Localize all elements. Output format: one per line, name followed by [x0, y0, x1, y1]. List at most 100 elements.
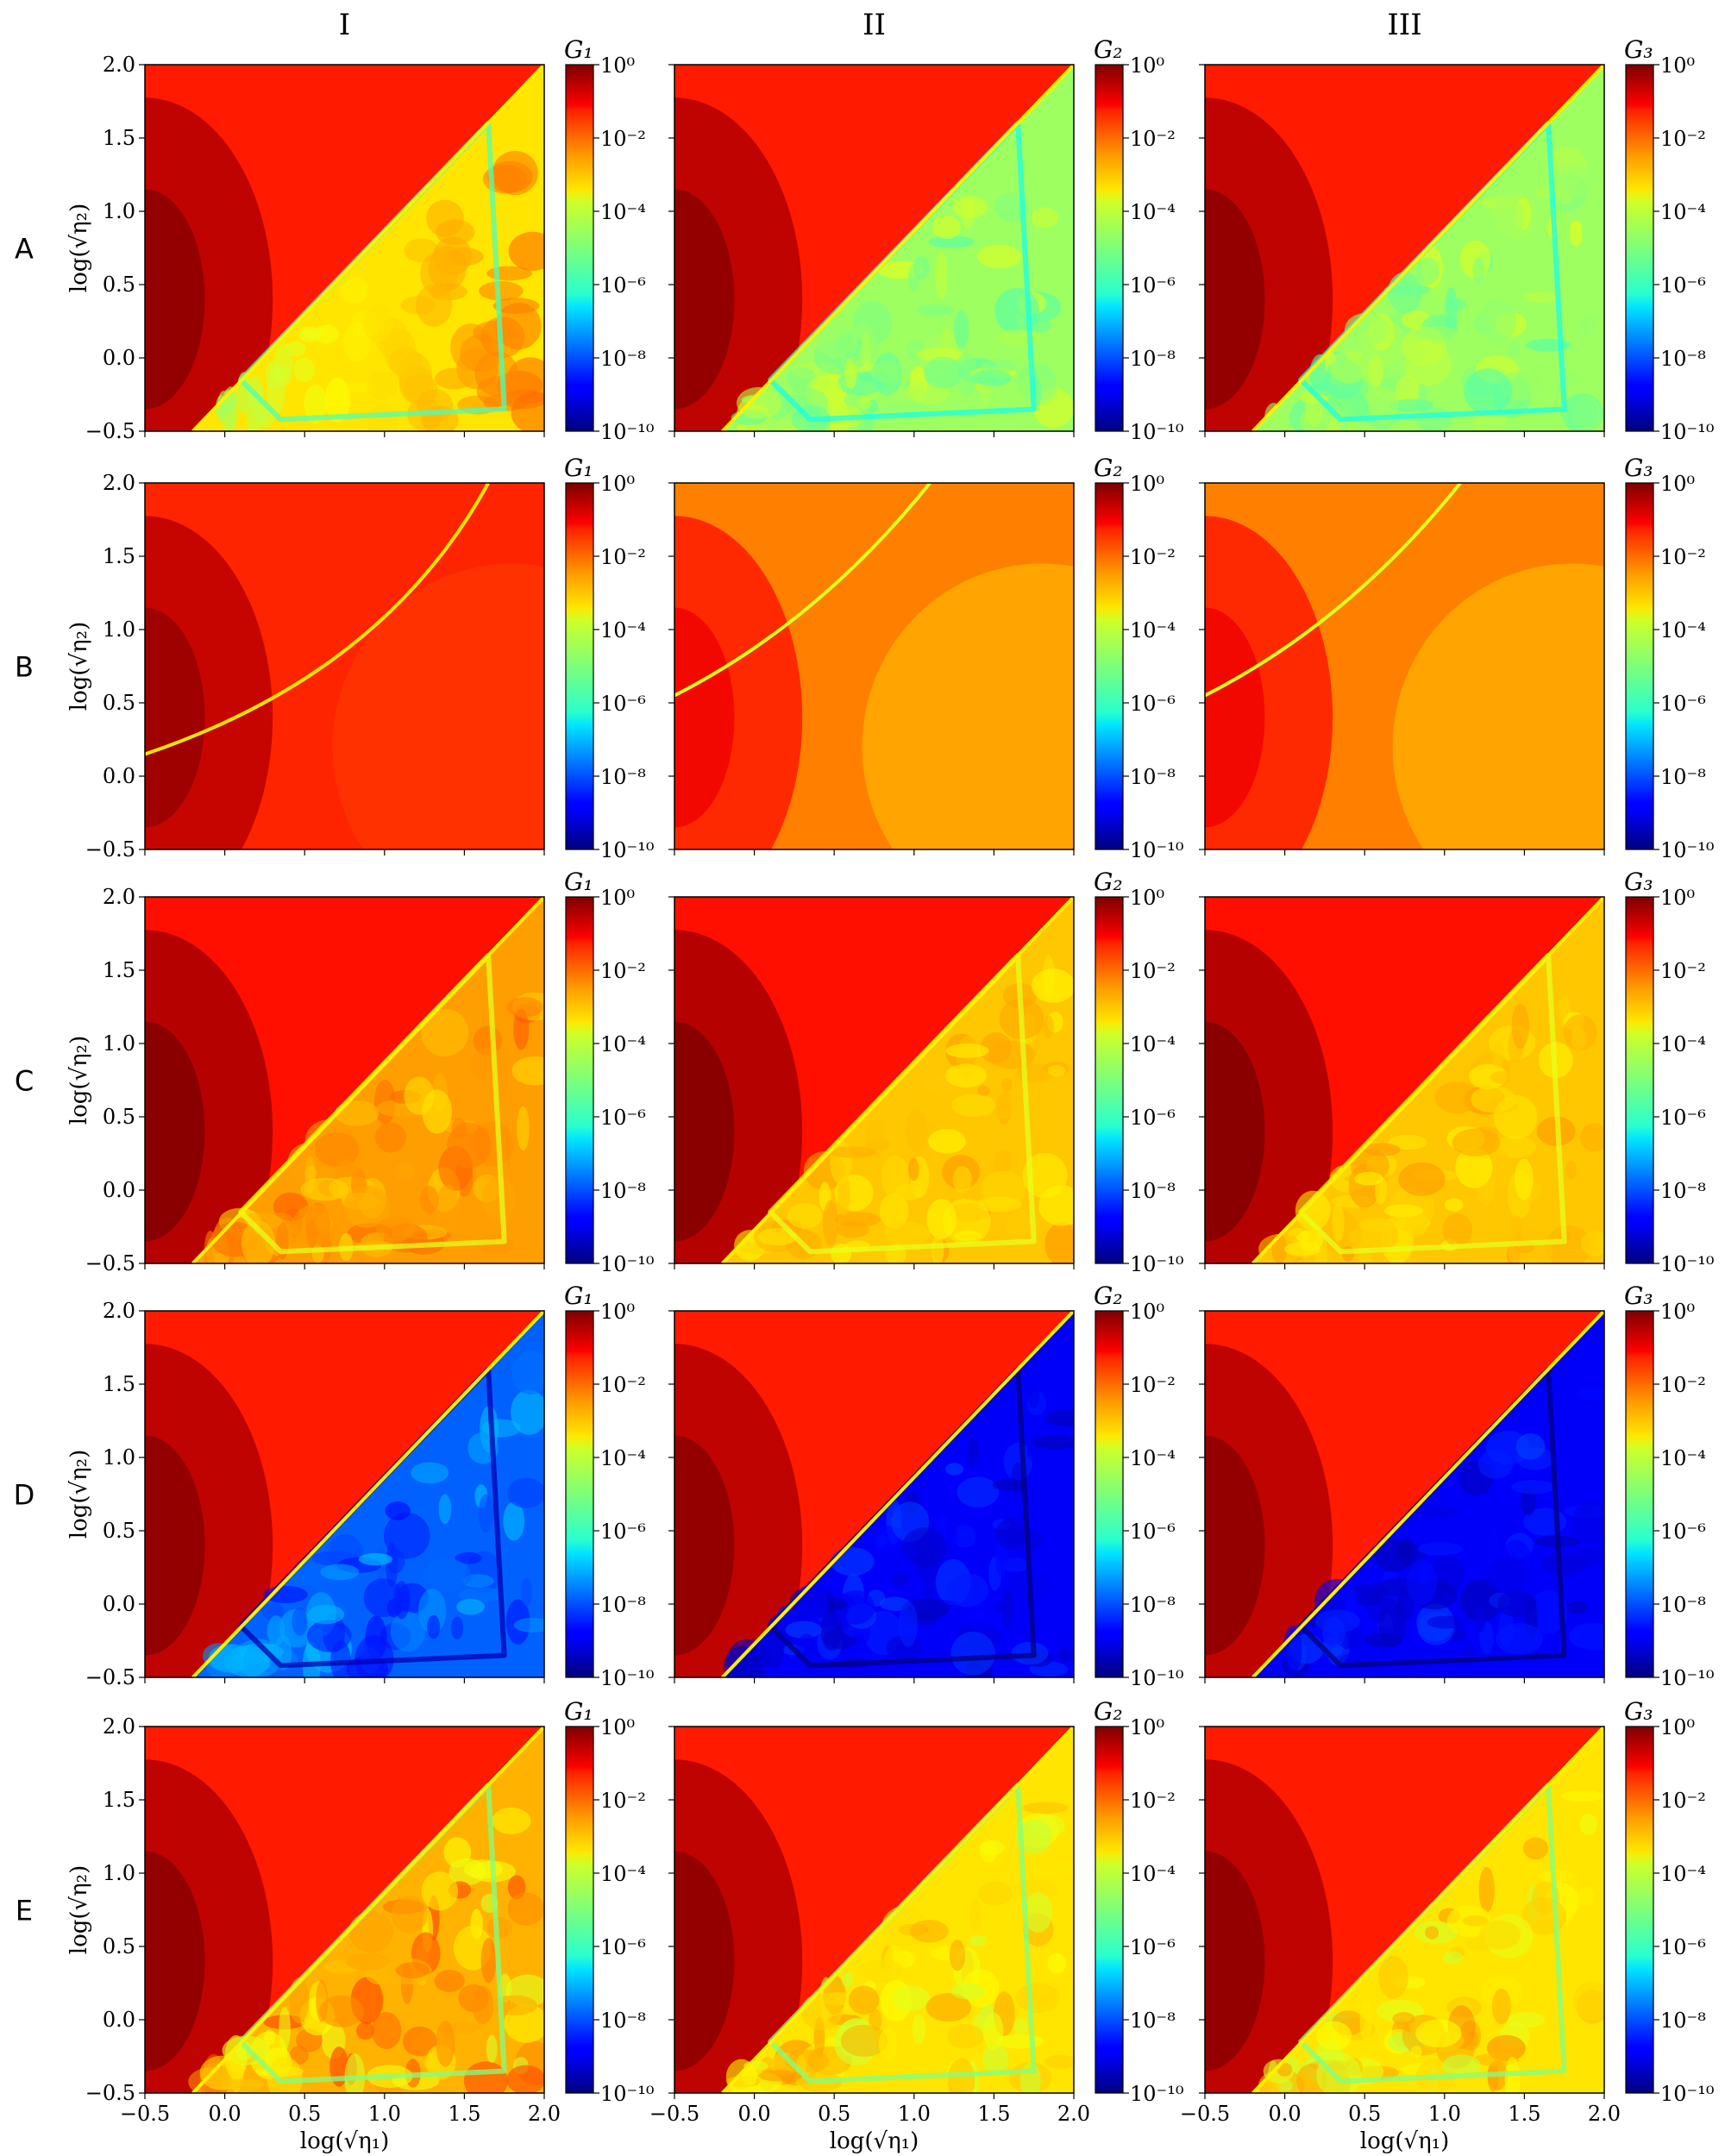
heatmap-peak-core — [1205, 607, 1265, 828]
texture-blob — [950, 1631, 995, 1676]
texture-blob — [480, 1938, 497, 1984]
texture-blob — [1477, 1450, 1514, 1479]
texture-blob — [1031, 1865, 1074, 1877]
texture-blob — [1378, 1955, 1408, 1999]
texture-blob — [1504, 2056, 1521, 2093]
texture-blob — [1565, 1160, 1577, 1180]
colorbar-title: G₁ — [564, 454, 593, 482]
texture-blob — [390, 1611, 425, 1652]
colorbar-title: G₂ — [1094, 868, 1123, 896]
panel-grid: I II IIIABCDE−0.50.00.51.01.52.0log(√η₂)10… — [14, 8, 1715, 2154]
texture-blob — [907, 1157, 919, 1181]
colorbar-tick-label: 10⁻¹⁰ — [1660, 1252, 1714, 1276]
colorbar-tick-label: 10⁻⁸ — [1660, 347, 1706, 371]
texture-blob — [434, 1969, 465, 1993]
texture-blob — [994, 287, 1039, 335]
texture-blob — [1459, 1578, 1502, 1622]
texture-blob — [1383, 1204, 1423, 1218]
colorbar-tick-label: 10⁰ — [1130, 1300, 1164, 1324]
texture-blob — [508, 231, 544, 272]
texture-blob — [952, 196, 988, 218]
texture-blob — [924, 1578, 936, 1600]
texture-blob — [994, 1601, 1007, 1614]
texture-blob — [726, 1639, 771, 1677]
texture-blob — [1569, 221, 1583, 247]
texture-blob — [1442, 2054, 1481, 2078]
texture-blob — [507, 1892, 544, 1926]
panel-frame — [144, 896, 545, 1264]
texture-blob — [1417, 1542, 1463, 1556]
texture-blob — [458, 1587, 505, 1602]
texture-blob — [422, 1089, 453, 1134]
colorbar-tick-label: 10⁻⁸ — [1130, 1179, 1176, 1203]
colorbar-tick-label: 10⁻⁴ — [1660, 618, 1706, 642]
colorbar-tick-label: 10⁻¹⁰ — [600, 420, 654, 444]
panel-E-I: −0.5 0.0 0.5 1.0 1.5 2.0 −0.5 0.0 0.5 1.0 1.5 2.0 lo… — [66, 1697, 654, 2154]
texture-blob — [831, 1547, 875, 1576]
texture-blob — [951, 1094, 996, 1117]
colorbar-tick-label: 10⁻² — [1130, 1373, 1176, 1397]
smooth-region — [332, 563, 544, 849]
colorbar-tick-label: 10⁻⁴ — [1130, 618, 1176, 642]
y-tick-label: 0.0 — [103, 1178, 135, 1202]
y-tick-label: −0.5 — [85, 837, 135, 862]
texture-blob — [511, 391, 544, 431]
y-tick-label: 0.5 — [103, 1934, 135, 1959]
panel-frame — [1204, 896, 1605, 1264]
panel-C-III: 10⁰ 10⁻² 10⁻⁴ 10⁻⁶ 10⁻⁸ 10⁻¹⁰ G₃ — [1199, 868, 1714, 1276]
texture-blob — [424, 1558, 472, 1592]
colorbar-tick-label: 10⁰ — [1660, 1300, 1695, 1324]
texture-blob — [1015, 1983, 1061, 2014]
colorbar-tick-label: 10⁻⁸ — [600, 2009, 646, 2033]
texture-blob — [1578, 1885, 1595, 1907]
texture-blob — [848, 1985, 880, 2015]
texture-blob — [1580, 1231, 1604, 1257]
texture-blob — [263, 2029, 275, 2046]
colorbar-tick-label: 10⁰ — [1660, 1715, 1695, 1739]
colorbar-title: G₂ — [1094, 454, 1123, 482]
texture-blob — [831, 1243, 851, 1263]
texture-blob — [271, 365, 291, 380]
colorbar — [1625, 1310, 1654, 1678]
texture-blob — [968, 1935, 987, 1947]
texture-blob — [980, 1841, 998, 1863]
diagonal-ridge — [721, 897, 1074, 1263]
colorbar-tick-label: 10⁻² — [600, 1373, 646, 1397]
x-tick-label: 1.5 — [1508, 2102, 1540, 2126]
x-tick-label: 1.5 — [448, 2102, 480, 2126]
texture-blob — [836, 1589, 875, 1625]
texture-blob — [1414, 326, 1461, 341]
y-tick-label: 1.0 — [103, 199, 135, 223]
colorbar-tick-label: 10⁻⁴ — [1660, 1032, 1706, 1056]
colorbar-tick-label: 10⁻⁴ — [1130, 1032, 1176, 1056]
texture-blob — [980, 359, 1018, 373]
panel-A-III: 10⁰ 10⁻² 10⁻⁴ 10⁻⁶ 10⁻⁸ 10⁻¹⁰ G₃ — [1199, 35, 1714, 444]
texture-blob — [342, 321, 371, 362]
colorbar-tick-label: 10⁰ — [600, 472, 635, 496]
y-tick-label: 0.0 — [103, 1592, 135, 1616]
heatmap-peak-core — [145, 189, 205, 410]
y-tick-label: 1.0 — [103, 1445, 135, 1470]
texture-blob — [1374, 1539, 1413, 1572]
texture-blob — [869, 361, 906, 383]
texture-blob — [395, 1962, 430, 1979]
texture-blob — [878, 2027, 898, 2061]
texture-blob — [1563, 1014, 1597, 1050]
colorbar-tick-label: 10⁰ — [1130, 53, 1164, 78]
heatmap-field — [145, 1311, 544, 1677]
heatmap-field — [674, 897, 1074, 1263]
texture-blob — [300, 1177, 349, 1201]
heatmap-peak-core — [1205, 1851, 1265, 2071]
panel-frame — [144, 482, 545, 850]
panel-D-I: −0.5 0.0 0.5 1.0 1.5 2.0 log(√η₂) 10⁰ 10⁻² 10⁻⁴ 10… — [66, 1282, 654, 1690]
texture-blob — [787, 1203, 823, 1229]
texture-blob — [977, 1881, 1013, 1906]
texture-blob — [1560, 1789, 1604, 1802]
texture-blob — [436, 2021, 455, 2067]
texture-blob — [1369, 387, 1399, 423]
texture-blob — [513, 1617, 544, 1633]
diagonal-ridge — [721, 1311, 1074, 1677]
texture-blob — [950, 1983, 986, 2000]
texture-blob — [1479, 1920, 1521, 1950]
texture-blob — [267, 2056, 303, 2093]
